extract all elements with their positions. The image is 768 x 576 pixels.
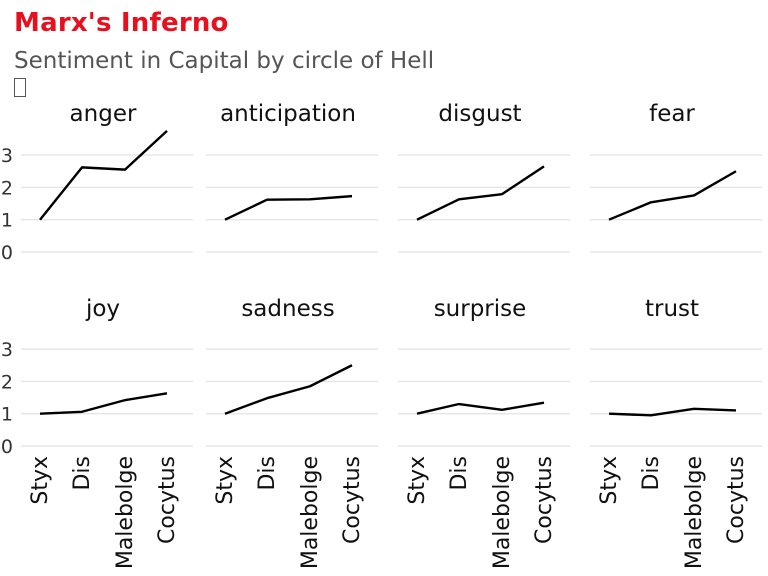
series-line: [39, 392, 168, 415]
y-tick-label: 1: [1, 210, 13, 232]
y-tick-label: 0: [1, 242, 13, 264]
y-tick-label: 3: [1, 339, 13, 361]
panel-title: surprise: [434, 296, 527, 322]
x-tick-label: Malebolge: [113, 456, 138, 569]
series-line: [416, 165, 545, 221]
chart-subtitle: Sentiment in Capital by circle of Hell: [14, 48, 435, 74]
x-tick-label: Malebolge: [298, 456, 323, 569]
x-tick-label: Styx: [213, 456, 238, 505]
x-tick-label: Styx: [597, 456, 622, 505]
y-tick-label: 2: [1, 371, 13, 393]
x-tick-label: Cocytus: [532, 456, 557, 544]
x-tick-label: Cocytus: [340, 456, 365, 544]
x-tick-label: Styx: [405, 456, 430, 505]
series-line: [608, 170, 737, 221]
x-tick-label: Dis: [447, 456, 472, 491]
chart-title: Marx's Inferno: [14, 8, 229, 38]
y-tick-label: 0: [1, 436, 13, 458]
x-tick-label: Styx: [28, 456, 53, 505]
series-line: [224, 364, 353, 415]
y-tick-label: 2: [1, 177, 13, 199]
series-line: [608, 407, 737, 417]
x-tick-label: Malebolge: [682, 456, 707, 569]
x-tick-label: Cocytus: [724, 456, 749, 544]
x-tick-label: Malebolge: [490, 456, 515, 569]
panel-title: anticipation: [220, 101, 356, 127]
series-line: [224, 194, 353, 221]
series-line: [39, 129, 168, 221]
x-tick-label: Dis: [70, 456, 95, 491]
panel-title: joy: [85, 296, 120, 322]
panel-title: sadness: [241, 296, 334, 322]
y-tick-label: 1: [1, 404, 13, 426]
series-line: [416, 401, 545, 415]
y-tick-label: 3: [1, 145, 13, 167]
missing-glyph-icon: [14, 78, 26, 97]
x-tick-label: Dis: [255, 456, 280, 491]
x-tick-label: Cocytus: [155, 456, 180, 544]
panel-title: disgust: [438, 101, 521, 127]
panel-title: trust: [645, 296, 699, 322]
x-tick-label: Dis: [639, 456, 664, 491]
panel-title: fear: [649, 101, 695, 127]
panel-title: anger: [70, 101, 137, 127]
